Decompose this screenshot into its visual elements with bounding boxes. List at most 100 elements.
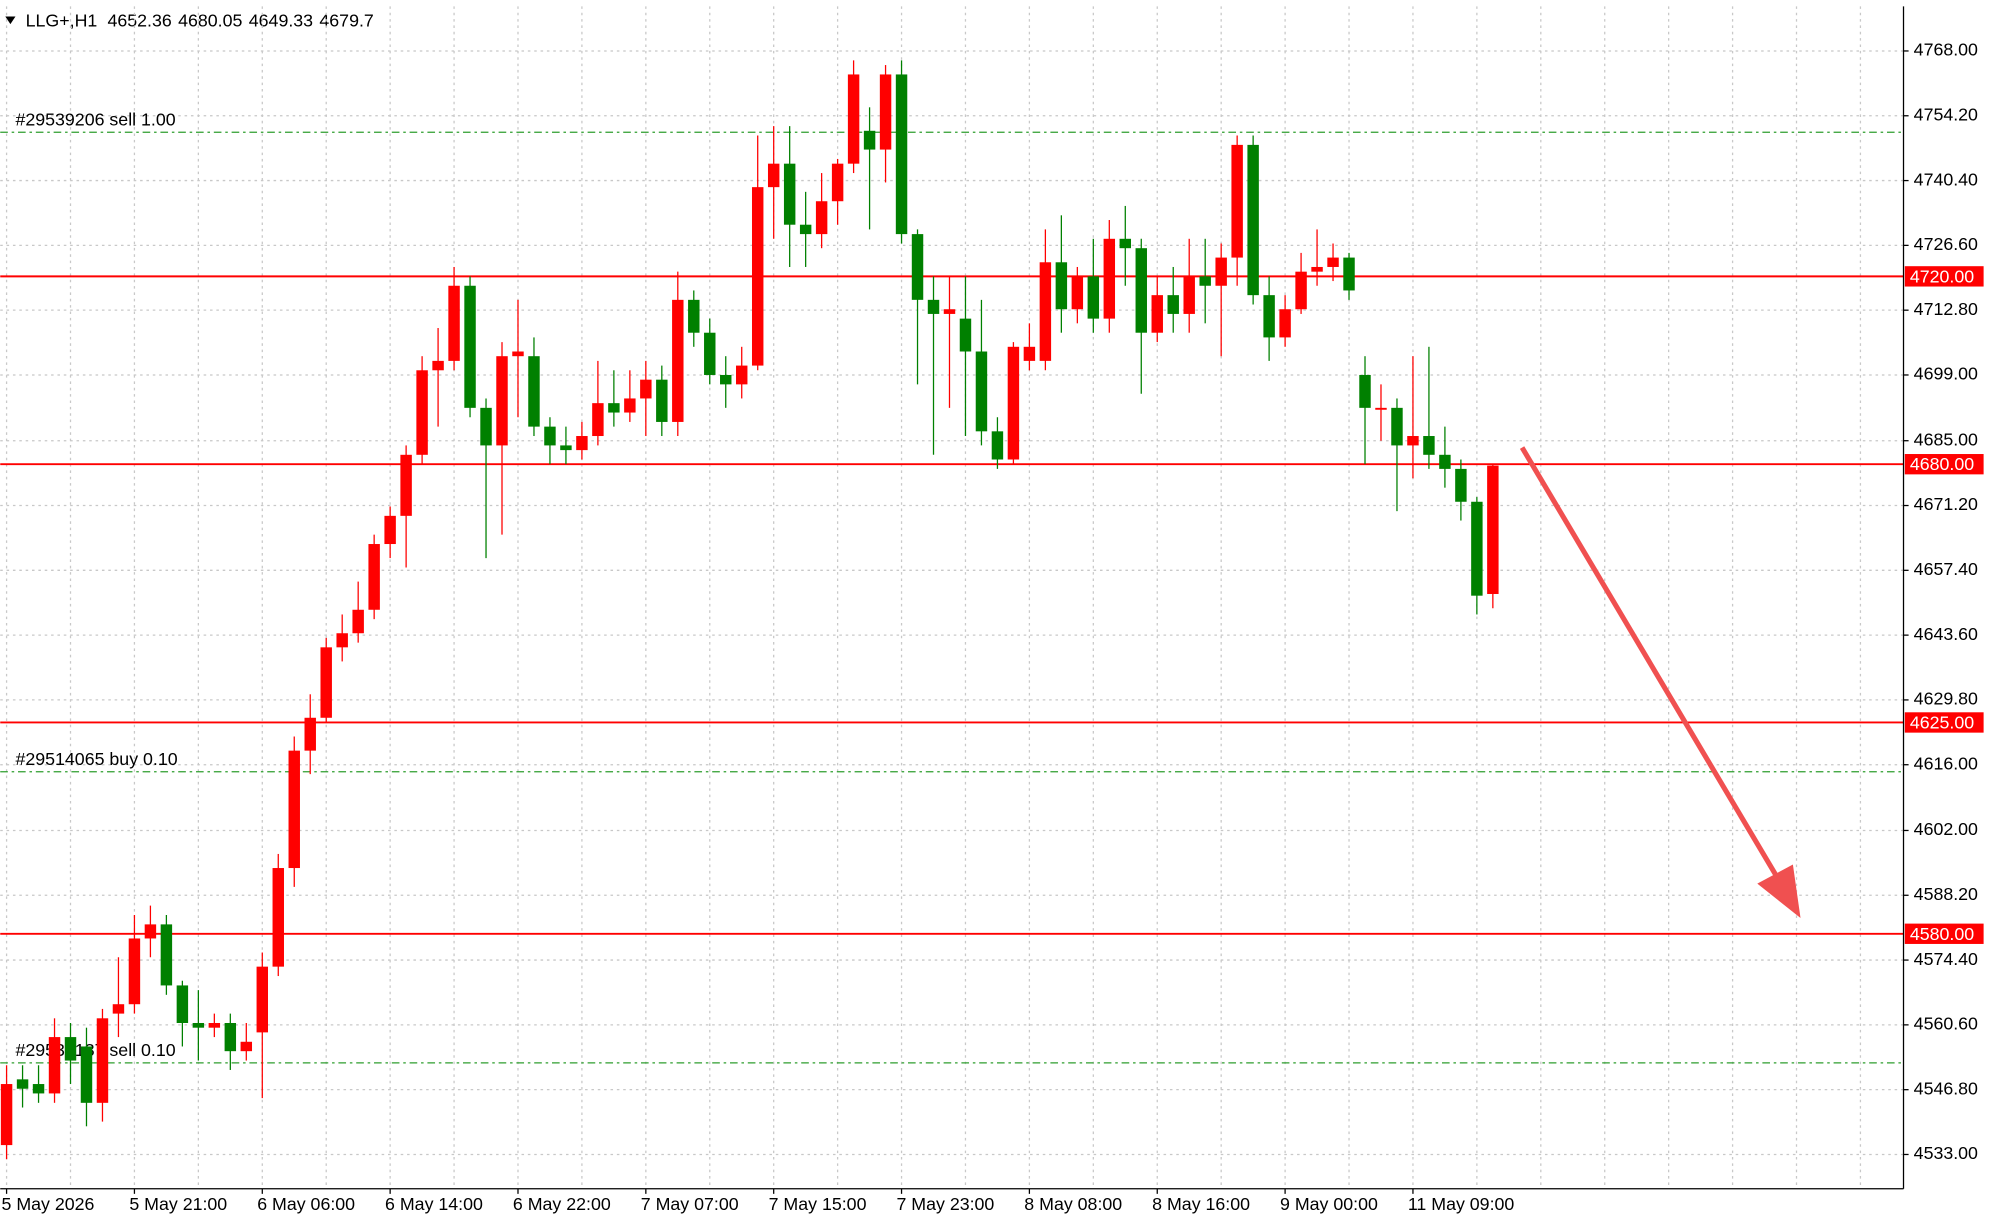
candle-body [1055,262,1068,310]
candle-body [767,163,780,188]
candle-body [544,426,556,446]
candle-body [384,515,396,545]
candle-body [799,224,812,235]
candle-body [0,1084,13,1146]
candle-body [224,1022,237,1052]
candle-body [943,309,956,314]
candle-body [464,285,476,408]
candle-body [1359,374,1371,408]
level-label: 4680.00 [1910,454,1974,474]
y-tick-label: 4533.00 [1914,1143,1978,1163]
y-tick-label: 4726.60 [1914,234,1978,254]
header-low: 4649.33 [249,10,313,30]
y-tick-label: 4657.40 [1914,559,1978,579]
candle-body [608,403,620,413]
candle-body [1119,238,1132,249]
level-label: 4720.00 [1910,266,1974,286]
levels: #29539206 sell 1.00 #29514065 buy 0.10 #29… [0,109,1904,1064]
candle-body [1423,436,1435,455]
candle-body [1279,309,1291,338]
candle-body [704,332,716,375]
candle-body [32,1084,45,1094]
y-tick-label: 4588.20 [1914,884,1978,904]
y-tick-label: 4546.80 [1914,1078,1978,1098]
order-label: #29533137 sell 0.10 [15,1040,175,1060]
candle-body [927,299,940,314]
order-label: #29539206 sell 1.00 [15,109,175,129]
level-badge [1904,712,1984,733]
candle-body [751,187,764,366]
candle-body [720,374,732,385]
level-label: 4580.00 [1910,924,1974,944]
x-tick-label: 5 May 2026 [1,1194,94,1214]
candle-body [1167,295,1179,314]
candle-body [16,1079,29,1089]
x-tick-label: 9 May 00:00 [1280,1194,1378,1214]
candle-body [576,436,588,451]
candle-body [448,285,460,361]
candle-body [1247,144,1259,296]
x-tick-label: 6 May 06:00 [257,1194,355,1214]
candle-body [831,163,844,202]
y-tick-label: 4643.60 [1914,624,1978,644]
candle-body [672,299,684,422]
y-tick-label: 4602.00 [1914,819,1978,839]
candle-body [288,750,300,869]
candle-body [480,407,492,446]
candle-body [528,356,540,427]
candle-body [1343,257,1355,291]
x-tick-label: 7 May 15:00 [769,1194,867,1214]
y-tick-label: 4712.80 [1914,299,1978,319]
candle-body [192,1022,205,1028]
candle-body [1135,248,1147,333]
candle-body [688,299,700,333]
header-close: 4679.7 [319,10,373,30]
candle-body [336,633,348,648]
level-label: 4625.00 [1910,712,1974,732]
level-badge [1904,266,1984,287]
x-tick-label: 7 May 07:00 [641,1194,739,1214]
candle-body [815,201,828,235]
candle-body [640,379,652,399]
candle-body [1455,468,1467,502]
candle-body [496,356,508,446]
candle-body [895,74,908,235]
x-tick-label: 6 May 22:00 [513,1194,611,1214]
x-tick-label: 8 May 16:00 [1152,1194,1250,1214]
y-tick-label: 4685.00 [1914,429,1978,449]
candle-body [400,454,412,516]
candle-body [512,351,524,357]
candle-body [80,1046,93,1103]
x-tick-label: 7 May 23:00 [896,1194,994,1214]
candle-body [144,924,157,939]
candle-body [1087,276,1100,319]
y-tick-label: 4629.80 [1914,689,1978,709]
candle-body [1199,276,1211,286]
candle-body [879,74,892,150]
trend-arrow [1519,446,1783,884]
candle-body [863,130,876,150]
candle-body [847,74,860,164]
candle-body [975,351,988,432]
candle-body [64,1037,77,1061]
symbol: LLG+,H1 [26,10,98,30]
header-high: 4680.05 [178,10,242,30]
menu-triangle[interactable] [5,16,16,25]
axes: 4768.00 4754.20 4740.40 4726.60 4712.80 4699.… [1,40,1984,1214]
candle-body [592,403,604,437]
candle-body [1487,465,1499,594]
candle-body [1071,276,1084,310]
candle-body [1327,257,1339,267]
candle-body [272,868,284,967]
y-tick-label: 4616.00 [1914,753,1978,773]
candle-body [368,544,380,610]
candle-body [128,938,141,1005]
y-tick-label: 4754.20 [1914,104,1978,124]
candle-body [1311,266,1323,272]
y-tick-label: 4671.20 [1914,494,1978,514]
order-label: #29514065 buy 0.10 [15,749,177,769]
candle-body [1295,271,1307,310]
candle-body [1471,501,1483,596]
